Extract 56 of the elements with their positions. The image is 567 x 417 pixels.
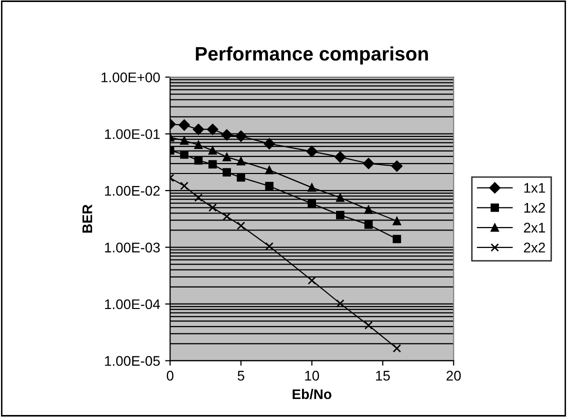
point — [265, 242, 274, 250]
y-tick-label: 1.00E-04 — [105, 299, 160, 310]
point — [336, 299, 344, 308]
point — [336, 193, 344, 202]
point — [306, 146, 318, 158]
point — [194, 140, 203, 150]
point — [208, 160, 217, 169]
point — [208, 146, 217, 155]
point — [180, 136, 188, 145]
legend-label: 2x1 — [524, 222, 545, 232]
point — [222, 152, 231, 162]
point — [221, 129, 232, 140]
point — [208, 203, 217, 212]
point — [308, 199, 316, 208]
point — [391, 160, 403, 172]
point — [192, 124, 204, 135]
point — [236, 156, 246, 166]
point — [364, 206, 373, 214]
legend-label: 1x1 — [524, 183, 545, 193]
x-tick-label: 15 — [376, 370, 390, 381]
y-tick-label: 1.00E+00 — [102, 72, 160, 82]
point — [308, 183, 316, 192]
point — [222, 168, 231, 176]
point — [392, 234, 402, 244]
y-tick-label: 1.00E-02 — [105, 186, 160, 196]
point — [194, 156, 203, 165]
point — [194, 193, 203, 202]
point — [236, 173, 246, 182]
point — [362, 158, 374, 170]
point — [235, 130, 247, 142]
point — [336, 210, 344, 220]
point — [178, 119, 190, 131]
point — [265, 182, 274, 190]
point — [364, 321, 373, 330]
point — [264, 138, 275, 150]
x-tick-label: 10 — [305, 370, 320, 381]
point — [180, 182, 188, 190]
point — [334, 151, 346, 163]
x-tick-label: 5 — [238, 370, 244, 381]
point — [236, 222, 246, 230]
point — [265, 166, 274, 174]
point — [392, 216, 402, 226]
point — [222, 212, 231, 221]
x-tick-label: 0 — [166, 370, 174, 381]
chart-title: Performance comparison — [196, 46, 428, 65]
y-tick-label: 1.00E-05 — [105, 356, 160, 366]
x-tick-label: 20 — [446, 370, 461, 381]
x-axis-title: Eb/No — [292, 388, 332, 400]
legend-label: 1x2 — [524, 202, 545, 213]
y-axis-title: BER — [82, 204, 92, 233]
legend-label: 2x2 — [524, 242, 545, 252]
y-tick-label: 1.00E-03 — [105, 242, 160, 252]
y-tick-label: 1.00E-01 — [105, 129, 160, 140]
point — [392, 344, 402, 353]
point — [364, 220, 373, 229]
point — [207, 124, 218, 135]
